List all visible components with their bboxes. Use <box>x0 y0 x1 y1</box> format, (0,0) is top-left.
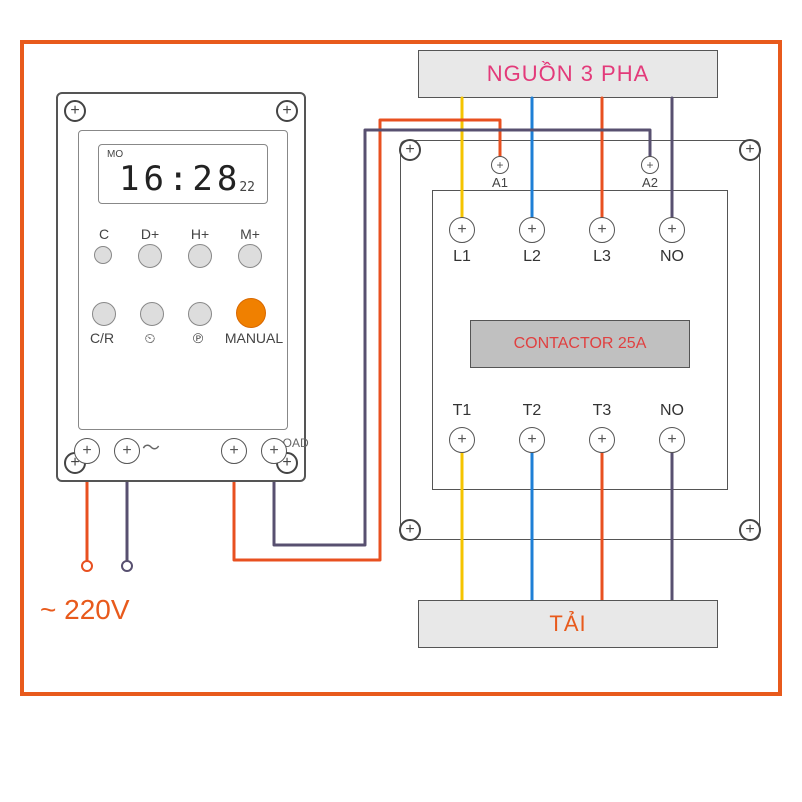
contactor-t2-out: + <box>519 427 545 453</box>
timer-load-2: + <box>261 438 287 464</box>
terminal-label: L3 <box>582 248 622 266</box>
timer-lcd: MO 16:28 22 <box>98 144 268 204</box>
contactor-l1-in: + <box>449 217 475 243</box>
aux-label: A1 <box>487 175 513 190</box>
contactor-t3-out: + <box>589 427 615 453</box>
contactor-no-in: + <box>659 217 685 243</box>
sine-icon: 〜 <box>142 434 160 460</box>
terminal-label: T3 <box>582 402 622 420</box>
m-plus-button[interactable] <box>238 244 262 268</box>
supply-terminal-n <box>121 560 133 572</box>
screw-icon: + <box>64 100 86 122</box>
btn-label: ⏲ <box>132 330 168 347</box>
h-plus-button[interactable] <box>188 244 212 268</box>
aux-label: A2 <box>637 175 663 190</box>
p-button[interactable] <box>188 302 212 326</box>
terminal-label: T2 <box>512 402 552 420</box>
terminal-label: NO <box>652 248 692 266</box>
supply-terminal-l <box>81 560 93 572</box>
terminal-label: L1 <box>442 248 482 266</box>
contactor-no-out: + <box>659 427 685 453</box>
btn-label: D+ <box>132 226 168 242</box>
cr-button[interactable] <box>92 302 116 326</box>
load-box: TẢI <box>418 600 718 648</box>
btn-label: MANUAL <box>224 330 284 346</box>
contactor-l3-in: + <box>589 217 615 243</box>
manual-button[interactable] <box>236 298 266 328</box>
timer-load-1: + <box>221 438 247 464</box>
btn-label: H+ <box>182 226 218 242</box>
clock-button[interactable] <box>140 302 164 326</box>
contactor-l2-in: + <box>519 217 545 243</box>
source-label: NGUỒN 3 PHA <box>487 61 650 87</box>
d-plus-button[interactable] <box>138 244 162 268</box>
lcd-time: 16:28 <box>119 159 241 199</box>
lcd-seconds: 22 <box>239 180 255 195</box>
screw-icon: + <box>399 519 421 541</box>
contactor-a2: + <box>641 156 659 174</box>
terminal-label: T1 <box>442 402 482 420</box>
supply-voltage-label: ~ 220V <box>40 594 130 626</box>
screw-icon: + <box>276 100 298 122</box>
screw-icon: + <box>739 139 761 161</box>
btn-label: C <box>86 226 122 242</box>
terminal-label: L2 <box>512 248 552 266</box>
contactor-label: CONTACTOR 25A <box>514 335 647 353</box>
contactor-a1: + <box>491 156 509 174</box>
btn-label: C/R <box>84 330 120 346</box>
timer-device: + + + + MO 16:28 22 C D+ H+ M+ C/R ⏲ ℗ M… <box>56 92 306 482</box>
c-button[interactable] <box>94 246 112 264</box>
timer-supply-1: + <box>74 438 100 464</box>
contactor-t1-out: + <box>449 427 475 453</box>
load-label: TẢI <box>549 611 586 637</box>
screw-icon: + <box>739 519 761 541</box>
btn-label: M+ <box>232 226 268 242</box>
terminal-label: NO <box>652 402 692 420</box>
source-box: NGUỒN 3 PHA <box>418 50 718 98</box>
btn-label: ℗ <box>180 330 216 346</box>
contactor-chip: CONTACTOR 25A <box>470 320 690 368</box>
timer-supply-2: + <box>114 438 140 464</box>
screw-icon: + <box>399 139 421 161</box>
